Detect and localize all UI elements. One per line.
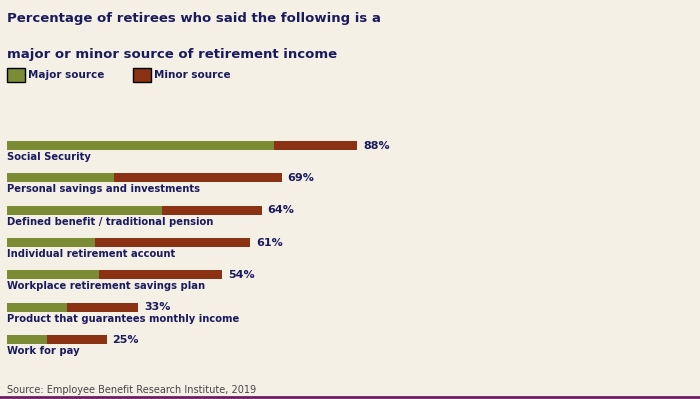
- Text: Social Security: Social Security: [7, 152, 91, 162]
- Bar: [7, 303, 66, 312]
- Text: Minor source: Minor source: [154, 70, 230, 80]
- Bar: [7, 238, 94, 247]
- Text: Product that guarantees monthly income: Product that guarantees monthly income: [7, 314, 239, 324]
- Text: 88%: 88%: [363, 140, 390, 150]
- Bar: [115, 174, 281, 182]
- Text: Personal savings and investments: Personal savings and investments: [7, 184, 200, 194]
- Text: Major source: Major source: [28, 70, 104, 80]
- Text: Source: Employee Benefit Research Institute, 2019: Source: Employee Benefit Research Instit…: [7, 385, 256, 395]
- Text: Work for pay: Work for pay: [7, 346, 80, 356]
- Bar: [7, 206, 162, 215]
- Bar: [7, 335, 47, 344]
- Text: 54%: 54%: [228, 270, 255, 280]
- Bar: [162, 206, 262, 215]
- Bar: [66, 303, 139, 312]
- Text: 69%: 69%: [288, 173, 314, 183]
- Text: Workplace retirement savings plan: Workplace retirement savings plan: [7, 281, 205, 291]
- Bar: [7, 141, 274, 150]
- Text: 25%: 25%: [113, 335, 139, 345]
- Bar: [47, 335, 106, 344]
- Text: 33%: 33%: [144, 302, 171, 312]
- Text: Percentage of retirees who said the following is a: Percentage of retirees who said the foll…: [7, 12, 381, 25]
- Text: 61%: 61%: [256, 237, 283, 248]
- Bar: [99, 271, 222, 279]
- Bar: [7, 174, 115, 182]
- Text: major or minor source of retirement income: major or minor source of retirement inco…: [7, 48, 337, 61]
- Text: Defined benefit / traditional pension: Defined benefit / traditional pension: [7, 217, 214, 227]
- Text: 64%: 64%: [267, 205, 295, 215]
- Bar: [7, 271, 99, 279]
- Bar: [274, 141, 357, 150]
- Bar: [94, 238, 250, 247]
- Text: Individual retirement account: Individual retirement account: [7, 249, 175, 259]
